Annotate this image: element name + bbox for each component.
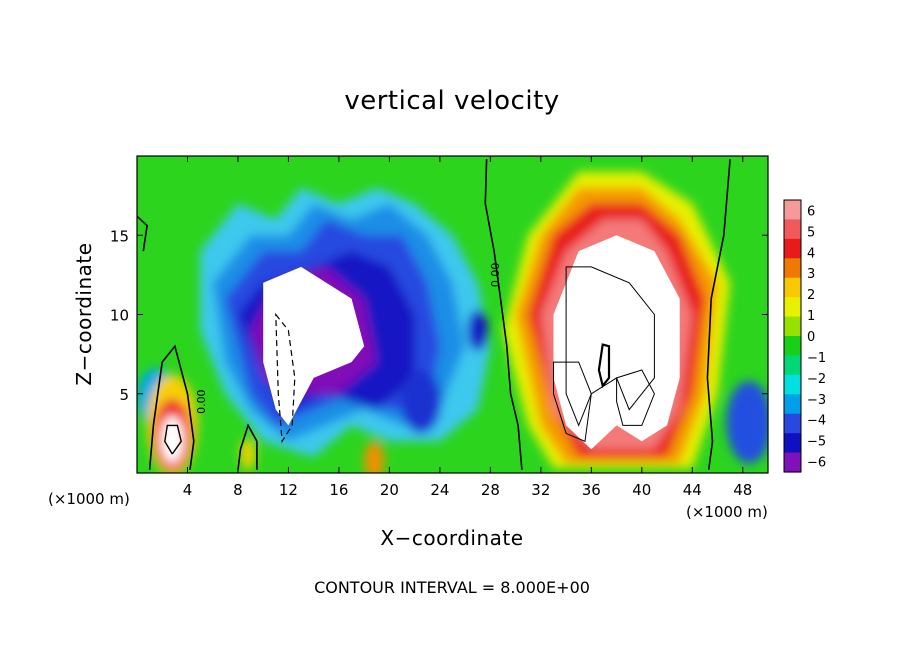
colorbar-segment: [784, 374, 801, 395]
contour-updraft-outer: [565, 266, 655, 427]
colorbar-label: 1: [807, 309, 815, 324]
colorbar-label: −6: [807, 456, 826, 471]
colorbar-label: −5: [807, 435, 826, 450]
colorbar-segment: [784, 316, 801, 337]
colorbar-label: −3: [807, 393, 826, 408]
y-tick-label: 15: [110, 227, 129, 245]
colorbar-segment: [784, 433, 801, 454]
colorbar-label: 0: [807, 330, 815, 345]
plot-field: [137, 156, 768, 473]
small-updraft-20: [364, 441, 385, 473]
downdraft-right-small: [467, 309, 488, 351]
colorbar-label: −4: [807, 414, 826, 429]
contour-zero-left: [137, 215, 148, 252]
contour-zero-leftlobe: [148, 344, 195, 470]
colorbar-segment: [784, 277, 801, 298]
colorbar-label: −2: [807, 372, 826, 387]
x-tick-label: 28: [481, 481, 500, 499]
small-updraft-8: [240, 438, 256, 470]
x-tick-label: 12: [279, 481, 298, 499]
colorbar-segment: [784, 355, 801, 376]
contour-updraft-lobe-left: [553, 361, 592, 443]
x-tick-label: 8: [233, 481, 243, 499]
x-tick-label: 32: [531, 481, 550, 499]
updraft-core: [553, 235, 680, 450]
downdraft-core: [263, 266, 365, 426]
x-axis-label: X−coordinate: [380, 526, 524, 550]
contour-updraft-core: [597, 343, 611, 389]
x-tick-label: 44: [683, 481, 702, 499]
contour-lines: [137, 159, 731, 470]
x-tick-label: 40: [632, 481, 651, 499]
colorbar-label: 3: [807, 267, 815, 282]
contour-zero-28: [484, 159, 523, 470]
colorbar-label: 2: [807, 288, 815, 303]
x-tick-label: 36: [582, 481, 601, 499]
x-unit-left: (×1000 m): [48, 490, 130, 508]
x-tick-label: 24: [430, 481, 449, 499]
colorbar-segment: [784, 413, 801, 434]
downdraft-low: [400, 369, 442, 434]
right-edge-negative: [726, 381, 768, 464]
x-tick-label: 20: [380, 481, 399, 499]
contour-interval-note: CONTOUR INTERVAL = 8.000E+00: [314, 578, 590, 597]
y-axis-label: Z−coordinate: [72, 242, 96, 386]
colorbar-label: −1: [807, 351, 826, 366]
colorbar-segment: [784, 336, 801, 357]
colorbar-segment: [784, 258, 801, 279]
colorbar-frame: [783, 199, 802, 473]
colorbar-label: 4: [807, 246, 815, 261]
y-tick-label: 10: [110, 307, 129, 325]
contour-value-label: 0.00: [489, 263, 502, 288]
x-tick-label: 48: [733, 481, 752, 499]
colorbar-segment: [784, 297, 801, 318]
colorbar-label: 5: [807, 225, 815, 240]
contour-value-label: 0.00: [195, 389, 208, 414]
colorbar-segment: [784, 238, 801, 259]
colorbar-segment: [784, 452, 801, 473]
colorbar-segment: [784, 200, 801, 221]
x-tick-label: 16: [329, 481, 348, 499]
contour-zero-8: [237, 423, 258, 470]
contour-updraft-lobe-right: [616, 369, 655, 426]
chart-title: vertical velocity: [344, 86, 560, 116]
colorbar-label: 6: [807, 204, 815, 219]
x-unit-right: (×1000 m): [686, 503, 768, 521]
y-tick-label: 5: [119, 386, 129, 404]
colorbar-segment: [784, 394, 801, 415]
contour-leftcore: [164, 424, 182, 455]
colorbar-segment: [784, 219, 801, 240]
contour-zero-46: [706, 159, 731, 470]
contour-negative-dashed: [275, 312, 296, 444]
x-tick-label: 4: [183, 481, 193, 499]
